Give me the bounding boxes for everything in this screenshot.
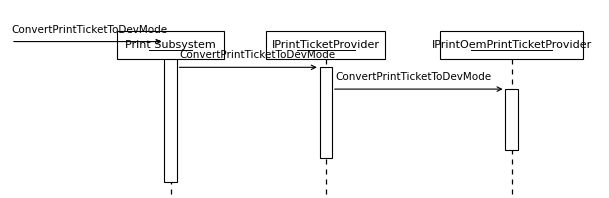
Bar — [118, 31, 224, 59]
Bar — [440, 31, 583, 59]
Bar — [164, 42, 177, 182]
Text: Print Subsystem: Print Subsystem — [125, 40, 216, 50]
Text: ConvertPrintTicketToDevMode: ConvertPrintTicketToDevMode — [335, 72, 491, 82]
Text: IPrintOemPrintTicketProvider: IPrintOemPrintTicketProvider — [431, 40, 592, 50]
Text: ConvertPrintTicketToDevMode: ConvertPrintTicketToDevMode — [11, 25, 167, 35]
Text: IPrintTicketProvider: IPrintTicketProvider — [272, 40, 380, 50]
Bar — [267, 31, 385, 59]
Bar — [505, 89, 518, 150]
Text: ConvertPrintTicketToDevMode: ConvertPrintTicketToDevMode — [180, 50, 336, 60]
Bar — [320, 67, 332, 158]
